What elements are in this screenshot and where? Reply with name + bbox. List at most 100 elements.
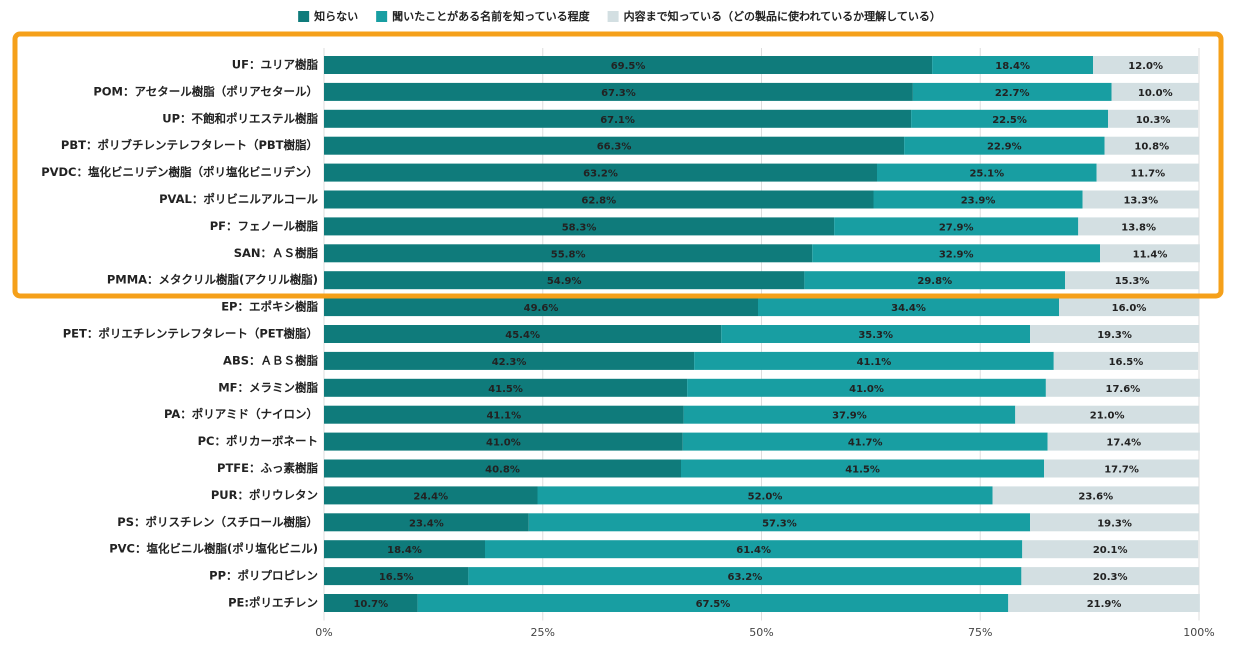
- category-label: PP：ポリプロピレン: [209, 569, 318, 583]
- value-label: 42.3%: [492, 357, 527, 368]
- value-label: 40.8%: [485, 465, 520, 476]
- legend-swatch: [376, 11, 388, 22]
- category-label: UP：不飽和ポリエステル樹脂: [162, 111, 318, 125]
- value-label: 29.8%: [917, 276, 952, 287]
- bar-segment: [1100, 244, 1200, 263]
- category-label: EP：エポキシ樹脂: [221, 300, 318, 314]
- category-label: POM：アセタール樹脂（ポリアセタール）: [93, 84, 318, 98]
- value-label: 10.0%: [1138, 88, 1173, 99]
- bar-segment: [682, 432, 1048, 451]
- bar-segment: [911, 109, 1108, 128]
- bar-segment: [1030, 325, 1199, 343]
- bar-segment: [1111, 82, 1199, 101]
- bar-segment: [694, 351, 1054, 370]
- value-label: 11.7%: [1130, 169, 1165, 180]
- bar-segment: [1047, 432, 1200, 451]
- bar-segment: [912, 82, 1112, 101]
- value-label: 41.1%: [857, 357, 892, 368]
- value-label: 41.0%: [849, 384, 884, 395]
- bar-segment: [1044, 459, 1199, 478]
- bar-segment: [324, 109, 912, 128]
- value-label: 17.6%: [1106, 384, 1141, 395]
- value-label: 55.8%: [551, 249, 586, 260]
- bar-segment: [834, 217, 1079, 236]
- bar-segment: [721, 325, 1031, 343]
- value-label: 67.1%: [600, 115, 635, 126]
- value-label: 41.5%: [488, 384, 523, 395]
- category-label: PVC：塩化ビニル樹脂(ポリ塩化ビニル): [109, 542, 318, 556]
- value-label: 41.1%: [486, 411, 521, 422]
- category-label: MF：メラミン樹脂: [218, 380, 318, 394]
- bar-segment: [812, 244, 1101, 263]
- value-label: 19.3%: [1097, 518, 1132, 529]
- category-label: PC：ポリカーボネート: [198, 434, 318, 448]
- bar-segment: [683, 405, 1016, 424]
- legend-label: 聞いたことがある名前を知っている程度: [392, 9, 590, 23]
- bar-segment: [324, 82, 913, 101]
- category-label: UF：ユリア樹脂: [232, 58, 319, 72]
- bar-segment: [877, 163, 1097, 182]
- legend-label: 内容まで知っている（どの製品に使われているか理解している）: [624, 9, 941, 23]
- x-tick-label: 75%: [968, 626, 992, 639]
- value-label: 12.0%: [1128, 61, 1163, 72]
- value-label: 15.3%: [1115, 276, 1150, 287]
- x-tick-label: 0%: [315, 626, 332, 639]
- bar-segment: [1030, 513, 1199, 532]
- bar-segment: [324, 136, 905, 155]
- bar-segment: [758, 298, 1059, 317]
- bar-segment: [904, 136, 1105, 155]
- bar-segment: [324, 271, 805, 290]
- highlight-box: [12, 31, 1224, 299]
- category-label: ABS：ＡＢＳ樹脂: [223, 353, 318, 367]
- value-label: 49.6%: [524, 303, 559, 314]
- category-label: PUR：ポリウレタン: [211, 488, 318, 502]
- bar-segment: [687, 378, 1046, 397]
- legend-swatch: [607, 11, 619, 22]
- value-label: 22.7%: [995, 88, 1030, 99]
- value-label: 23.6%: [1078, 491, 1113, 502]
- category-label: PVDC：塩化ビニリデン樹脂（ポリ塩化ビニリデン）: [41, 165, 318, 179]
- bar-segment: [992, 486, 1199, 505]
- value-label: 45.4%: [505, 330, 540, 341]
- bar-segment: [417, 594, 1009, 612]
- bar-segment: [1078, 217, 1199, 236]
- value-label: 21.0%: [1090, 411, 1125, 422]
- value-label: 63.2%: [583, 169, 618, 180]
- value-label: 10.8%: [1134, 142, 1169, 153]
- value-label: 52.0%: [748, 491, 783, 502]
- x-tick-label: 50%: [749, 626, 773, 639]
- value-label: 62.8%: [581, 196, 616, 207]
- category-label: PF：フェノール樹脂: [210, 219, 319, 233]
- bars: [324, 56, 1200, 612]
- value-label: 67.3%: [601, 88, 636, 99]
- value-label: 61.4%: [736, 545, 771, 556]
- bar-segment: [324, 459, 681, 478]
- value-label: 41.5%: [845, 465, 880, 476]
- value-label: 25.1%: [969, 169, 1004, 180]
- bar-segment: [1053, 351, 1199, 370]
- value-label: 22.5%: [992, 115, 1027, 126]
- category-label: PVAL：ポリビニルアルコール: [159, 192, 318, 206]
- value-label: 32.9%: [939, 249, 974, 260]
- bar-segment: [324, 190, 874, 209]
- bar-segment: [1065, 271, 1199, 290]
- bar-segment: [468, 567, 1022, 586]
- bar-segment: [804, 271, 1066, 290]
- value-label: 69.5%: [611, 61, 646, 72]
- bar-segment: [1082, 190, 1199, 209]
- value-label: 37.9%: [832, 411, 867, 422]
- x-tick-label: 25%: [531, 626, 555, 639]
- x-tick-label: 100%: [1183, 626, 1214, 639]
- bar-segment: [324, 432, 683, 451]
- bar-segment: [1045, 378, 1200, 397]
- bar-segment: [1104, 136, 1199, 155]
- bar-segment: [485, 540, 1023, 559]
- category-label: PA：ポリアミド（ナイロン）: [164, 407, 318, 421]
- bar-segment: [1093, 56, 1199, 74]
- value-label: 20.3%: [1093, 572, 1128, 583]
- value-label: 27.9%: [939, 222, 974, 233]
- value-label: 13.3%: [1123, 196, 1158, 207]
- category-label: PE:ポリエチレン: [228, 596, 318, 610]
- value-label: 19.3%: [1097, 330, 1132, 341]
